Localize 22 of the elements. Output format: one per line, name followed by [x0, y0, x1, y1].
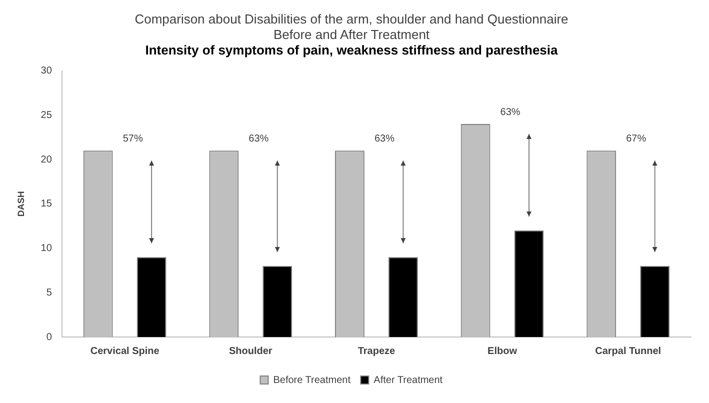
annotation: 67%	[626, 133, 646, 144]
y-tick-label: 10	[40, 243, 52, 254]
annotation: 63%	[374, 133, 395, 144]
y-tick-label: 20	[40, 154, 52, 166]
y-tick-label: 0	[46, 332, 52, 343]
annotation: 57%	[122, 133, 143, 144]
x-tick-label: Shoulder	[228, 346, 272, 357]
annotation: 63%	[248, 133, 269, 144]
x-tick-label: Carpal Tunnel	[595, 346, 662, 357]
y-axis-title: DASH	[16, 191, 26, 217]
x-tick-label: Cervical Spine	[90, 346, 160, 357]
y-tick-label: 30	[40, 66, 52, 77]
legend-label: Before Treatment	[273, 374, 351, 386]
annotation: 63%	[500, 106, 520, 118]
legend-label: After Treatment	[374, 374, 443, 386]
x-tick-label: Trapeze	[358, 346, 396, 357]
x-tick-label: Elbow	[488, 346, 518, 357]
y-tick-label: 5	[46, 287, 52, 298]
chart-title: Comparison about Disabilities of the arm, shoulder and hand Questionnaire Before and After Treatment	[134, 11, 568, 42]
y-tick-label: 25	[40, 110, 52, 121]
y-tick-label: 15	[40, 198, 52, 210]
chart-subtitle: Intensity of symptoms of pain, weakness stiffness and paresthesia	[145, 42, 559, 58]
